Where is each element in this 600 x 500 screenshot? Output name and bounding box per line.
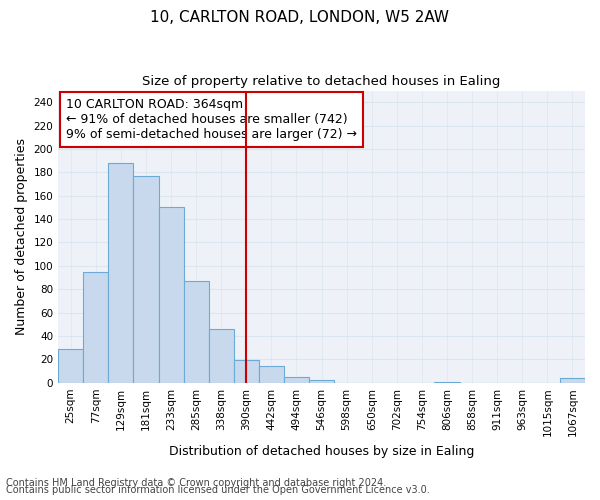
Text: 10 CARLTON ROAD: 364sqm
← 91% of detached houses are smaller (742)
9% of semi-de: 10 CARLTON ROAD: 364sqm ← 91% of detache… (66, 98, 357, 141)
Bar (83, 272, 109, 382)
Title: Size of property relative to detached houses in Ealing: Size of property relative to detached ho… (142, 75, 501, 88)
Bar (184, 281, 209, 382)
Text: 10, CARLTON ROAD, LONDON, W5 2AW: 10, CARLTON ROAD, LONDON, W5 2AW (151, 10, 449, 25)
Bar (158, 208, 184, 382)
Bar (259, 366, 284, 382)
Y-axis label: Number of detached properties: Number of detached properties (15, 138, 28, 335)
Bar (309, 380, 334, 382)
X-axis label: Distribution of detached houses by size in Ealing: Distribution of detached houses by size … (169, 444, 474, 458)
Bar (284, 377, 309, 382)
Text: Contains public sector information licensed under the Open Government Licence v3: Contains public sector information licen… (6, 485, 430, 495)
Bar (133, 176, 158, 382)
Bar (109, 163, 133, 382)
Bar (209, 329, 234, 382)
Text: Contains HM Land Registry data © Crown copyright and database right 2024.: Contains HM Land Registry data © Crown c… (6, 478, 386, 488)
Bar (560, 378, 585, 382)
Bar (58, 349, 83, 382)
Bar (234, 360, 259, 382)
